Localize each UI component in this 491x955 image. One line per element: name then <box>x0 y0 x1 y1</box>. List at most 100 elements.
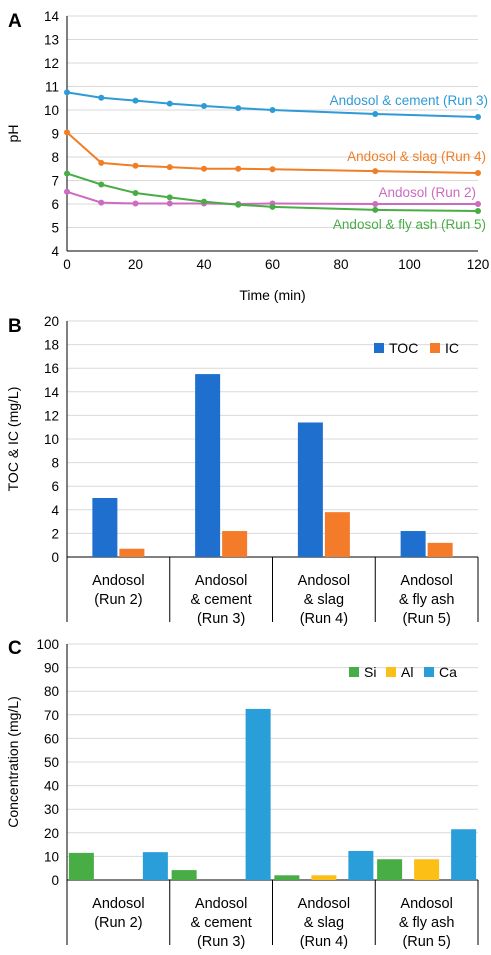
data-point <box>475 114 481 121</box>
bar <box>348 850 374 880</box>
series-label: Andosol & cement (Run 3) <box>330 93 488 108</box>
data-point <box>475 208 481 215</box>
category-label: Andosol <box>400 573 452 589</box>
data-point <box>166 194 173 201</box>
x-tick-label: 100 <box>398 257 421 272</box>
category-label: Andosol <box>298 896 350 912</box>
bar <box>68 852 94 880</box>
y-axis-title: TOC & IC (mg/L) <box>5 387 21 492</box>
y-tick-label: 12 <box>44 56 59 71</box>
legend-swatch <box>430 343 440 353</box>
y-tick-label: 10 <box>44 849 59 864</box>
data-point <box>132 200 139 207</box>
legend-swatch <box>424 667 434 677</box>
data-point <box>64 170 70 177</box>
bar <box>311 875 337 880</box>
y-tick-label: 80 <box>44 684 59 699</box>
y-tick-label: 40 <box>44 779 59 794</box>
data-point <box>235 201 242 208</box>
series-label: Andosol & slag (Run 4) <box>347 149 486 164</box>
y-tick-label: 8 <box>51 456 59 471</box>
y-tick-label: 9 <box>51 127 59 142</box>
category-label: Andosol <box>195 896 247 912</box>
y-tick-label: 6 <box>51 197 59 212</box>
x-tick-label: 40 <box>196 257 211 272</box>
legend-label: Ca <box>439 664 457 680</box>
panel-letter: B <box>8 316 22 337</box>
category-label: & slag <box>304 915 344 931</box>
category-label: & cement <box>191 592 252 608</box>
x-tick-label: 80 <box>333 257 348 272</box>
data-point <box>372 201 379 207</box>
data-point <box>132 97 139 104</box>
panel-letter: C <box>8 638 22 659</box>
legend-swatch <box>374 343 384 353</box>
y-tick-label: 6 <box>51 479 59 494</box>
x-tick-label: 120 <box>467 257 490 272</box>
y-tick-label: 20 <box>44 826 59 841</box>
y-tick-label: 2 <box>51 526 59 541</box>
y-tick-label: 8 <box>51 150 59 165</box>
category-label: & fly ash <box>399 592 455 608</box>
category-label: (Run 2) <box>94 915 142 931</box>
data-point <box>475 201 481 207</box>
y-tick-label: 0 <box>51 873 59 888</box>
y-axis-title: Concentration (mg/L) <box>5 696 21 828</box>
data-point <box>98 159 105 166</box>
data-point <box>166 200 173 207</box>
legend-label: Al <box>401 664 413 680</box>
data-point <box>98 199 105 206</box>
data-point <box>269 166 276 173</box>
y-tick-label: 10 <box>44 432 59 447</box>
category-label: (Run 2) <box>94 592 142 608</box>
category-label: Andosol <box>298 573 350 589</box>
y-tick-label: 14 <box>44 385 60 400</box>
y-tick-label: 0 <box>51 550 59 565</box>
category-label: (Run 4) <box>300 611 348 627</box>
bar <box>377 859 403 880</box>
bar <box>245 708 271 880</box>
legend-swatch <box>386 667 396 677</box>
y-axis-title: pH <box>5 125 21 143</box>
series-label: Andosol (Run 2) <box>378 185 476 200</box>
x-axis-title: Time (min) <box>239 287 305 303</box>
data-point <box>132 189 139 196</box>
y-tick-label: 50 <box>44 755 59 770</box>
category-label: Andosol <box>195 573 247 589</box>
bar <box>222 531 248 557</box>
bar <box>119 548 145 557</box>
category-label: Andosol <box>92 573 144 589</box>
bar <box>451 829 477 880</box>
y-tick-label: 11 <box>45 80 59 95</box>
y-tick-label: 100 <box>36 637 59 652</box>
category-label: (Run 5) <box>402 934 450 950</box>
y-tick-label: 30 <box>44 802 59 817</box>
panel-letter: A <box>8 11 22 32</box>
data-point <box>64 129 70 136</box>
category-label: (Run 4) <box>300 934 348 950</box>
y-tick-label: 16 <box>44 361 59 376</box>
x-tick-label: 20 <box>128 257 143 272</box>
data-point <box>269 203 276 210</box>
y-tick-label: 70 <box>44 708 59 723</box>
data-point <box>372 110 379 117</box>
data-point <box>132 162 139 169</box>
data-point <box>235 165 242 172</box>
bar <box>324 512 350 557</box>
category-label: Andosol <box>400 896 452 912</box>
data-point <box>201 198 207 205</box>
bar <box>297 422 323 557</box>
y-tick-label: 13 <box>44 33 59 48</box>
y-tick-label: 12 <box>44 408 59 423</box>
data-point <box>201 165 207 172</box>
data-point <box>98 181 105 188</box>
data-point <box>98 94 105 101</box>
category-label: & cement <box>191 915 252 931</box>
legend-label: TOC <box>389 340 418 356</box>
category-label: Andosol <box>92 896 144 912</box>
data-point <box>166 164 173 171</box>
category-label: & fly ash <box>399 915 455 931</box>
y-tick-label: 5 <box>51 221 59 236</box>
